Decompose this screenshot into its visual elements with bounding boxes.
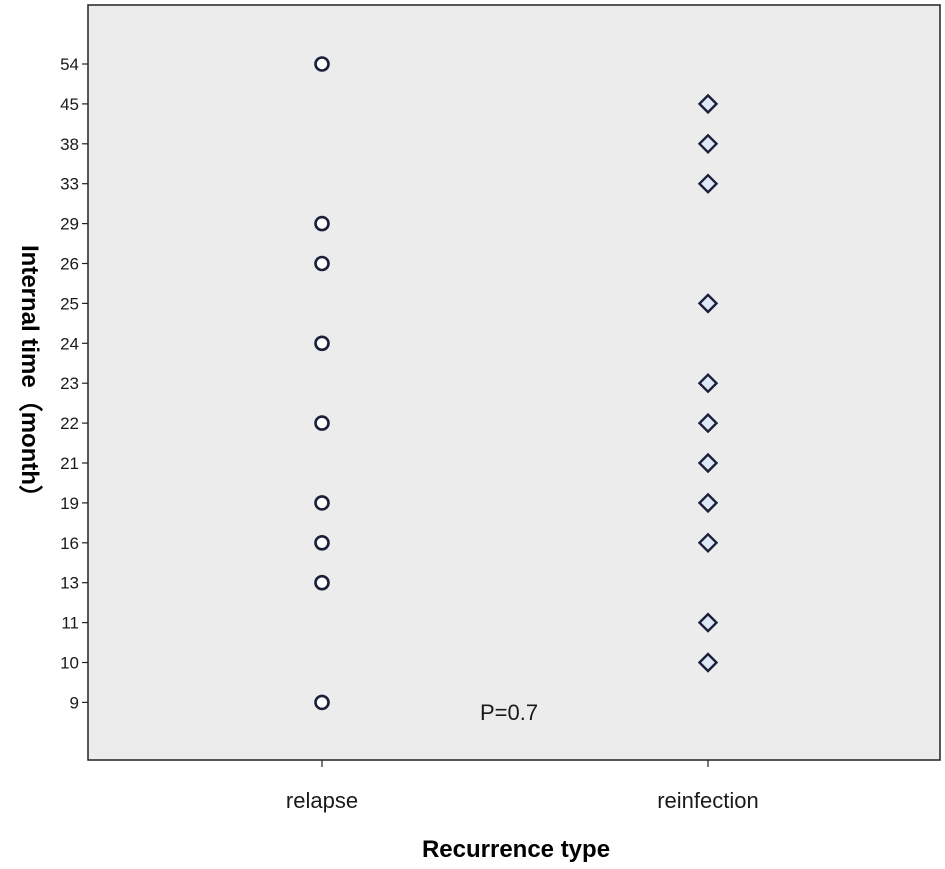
reinfection-point xyxy=(697,133,719,154)
y-tick-label: 16 xyxy=(60,534,79,553)
reinfection-point xyxy=(697,612,719,633)
y-tick-label: 38 xyxy=(60,135,79,154)
reinfection-point xyxy=(697,373,719,394)
relapse-point xyxy=(314,495,330,511)
y-tick-label: 45 xyxy=(60,95,79,114)
relapse-point xyxy=(314,694,330,711)
y-tick-label: 22 xyxy=(60,414,79,433)
x-axis-title: Recurrence type xyxy=(422,836,610,863)
relapse-point xyxy=(314,56,330,72)
relapse-point xyxy=(314,415,330,431)
relapse-point xyxy=(314,215,330,232)
y-tick-label: 19 xyxy=(60,494,79,513)
plot-area xyxy=(87,4,941,761)
reinfection-point xyxy=(697,173,719,194)
reinfection-point xyxy=(697,532,719,553)
y-tick-label: 29 xyxy=(60,215,79,234)
y-axis-title: Internal time（month） xyxy=(16,245,43,509)
x-axis: relapse reinfection xyxy=(286,760,759,813)
x-tick-label: relapse xyxy=(286,788,358,813)
relapse-point xyxy=(314,255,330,272)
y-tick-label: 24 xyxy=(60,334,79,353)
x-tick-label: reinfection xyxy=(657,788,759,813)
relapse-point xyxy=(314,574,330,591)
y-tick-label: 33 xyxy=(60,175,79,194)
reinfection-point xyxy=(697,93,719,115)
y-tick-label: 10 xyxy=(60,654,79,673)
y-axis: 54 45 38 33 29 26 25 24 23 22 21 19 16 13 11 10 9 xyxy=(60,55,88,712)
relapse-point xyxy=(314,335,330,352)
p-value-annotation: P=0.7 xyxy=(480,700,538,725)
relapse-point xyxy=(314,534,330,551)
reinfection-point xyxy=(697,293,719,314)
y-tick-label: 9 xyxy=(70,693,79,712)
y-tick-label: 11 xyxy=(61,614,79,633)
y-tick-label: 26 xyxy=(60,255,79,274)
y-tick-label: 21 xyxy=(60,454,79,473)
reinfection-point xyxy=(697,492,719,514)
y-tick-label: 13 xyxy=(60,574,79,593)
y-tick-label: 23 xyxy=(60,374,79,393)
reinfection-point xyxy=(697,412,719,434)
reinfection-point xyxy=(697,652,719,673)
y-tick-label: 54 xyxy=(60,55,79,74)
y-tick-label: 25 xyxy=(60,294,79,313)
reinfection-point xyxy=(697,452,719,474)
data-points xyxy=(314,56,719,711)
